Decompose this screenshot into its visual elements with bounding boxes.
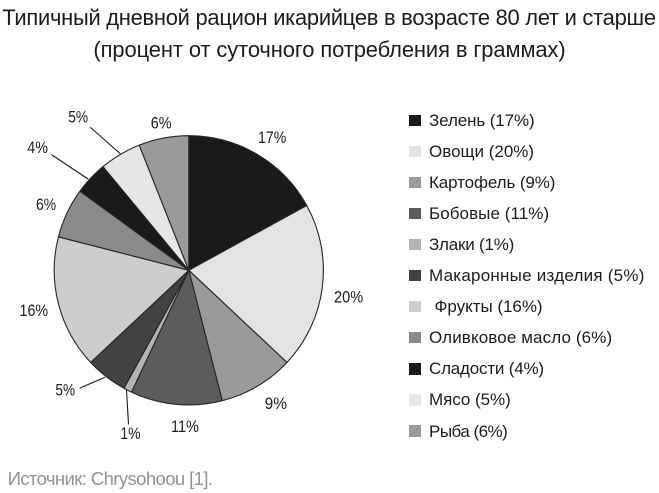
svg-text:16%: 16%: [20, 302, 49, 320]
svg-text:6%: 6%: [151, 114, 172, 132]
svg-text:4%: 4%: [27, 139, 48, 157]
svg-text:9%: 9%: [265, 394, 287, 413]
svg-text:1%: 1%: [120, 425, 140, 444]
svg-text:11%: 11%: [171, 418, 199, 436]
svg-text:5%: 5%: [55, 381, 75, 400]
svg-text:17%: 17%: [258, 129, 286, 147]
svg-text:20%: 20%: [334, 289, 363, 307]
svg-text:5%: 5%: [68, 108, 88, 127]
svg-text:6%: 6%: [36, 196, 56, 215]
